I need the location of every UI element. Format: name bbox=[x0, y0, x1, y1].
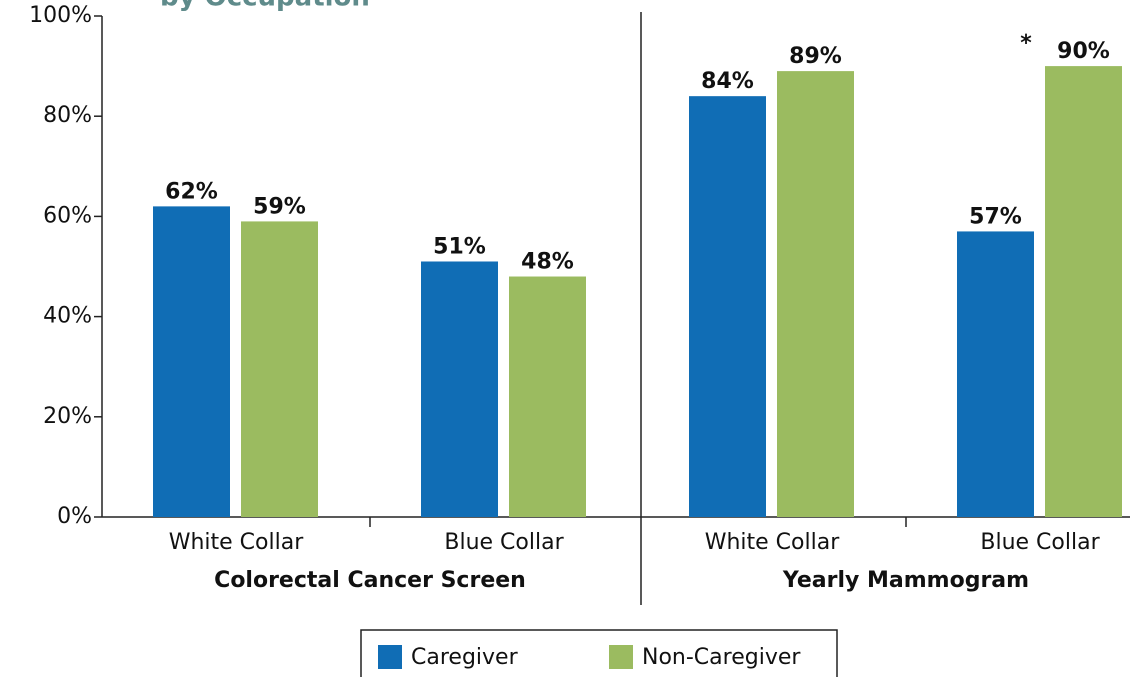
x-tick-label: Blue Collar bbox=[444, 530, 564, 555]
value-label: 84% bbox=[701, 69, 754, 94]
value-label: 48% bbox=[521, 250, 574, 275]
chart-title: by Occupation bbox=[160, 0, 370, 13]
bar bbox=[957, 231, 1034, 517]
bar bbox=[421, 261, 498, 517]
bar bbox=[241, 221, 318, 517]
legend-label: Caregiver bbox=[411, 645, 519, 670]
legend-swatch bbox=[609, 645, 633, 669]
annotation: * bbox=[1020, 31, 1032, 56]
value-label: 62% bbox=[165, 179, 218, 204]
y-tick-label: 20% bbox=[43, 404, 92, 429]
x-tick-label: White Collar bbox=[705, 530, 840, 555]
y-tick-label: 80% bbox=[43, 103, 92, 128]
group-label: Colorectal Cancer Screen bbox=[214, 568, 526, 593]
legend-label: Non-Caregiver bbox=[642, 645, 801, 670]
value-label: 90% bbox=[1057, 39, 1110, 64]
bar bbox=[153, 206, 230, 517]
value-label: 59% bbox=[253, 194, 306, 219]
y-tick-label: 60% bbox=[43, 203, 92, 228]
y-tick-label: 40% bbox=[43, 304, 92, 329]
value-label: 89% bbox=[789, 44, 842, 69]
y-tick-label: 100% bbox=[29, 3, 92, 28]
bar bbox=[777, 71, 854, 518]
value-label: 51% bbox=[433, 234, 486, 259]
legend-swatch bbox=[378, 645, 402, 669]
value-label: 57% bbox=[969, 204, 1022, 229]
bar bbox=[689, 96, 766, 517]
x-tick-label: White Collar bbox=[169, 530, 304, 555]
legend-box bbox=[360, 629, 838, 677]
x-tick-label: Blue Collar bbox=[980, 530, 1100, 555]
y-tick-label: 0% bbox=[57, 504, 92, 529]
bar bbox=[1045, 66, 1122, 517]
group-label: Yearly Mammogram bbox=[782, 568, 1029, 593]
bar bbox=[509, 276, 586, 517]
